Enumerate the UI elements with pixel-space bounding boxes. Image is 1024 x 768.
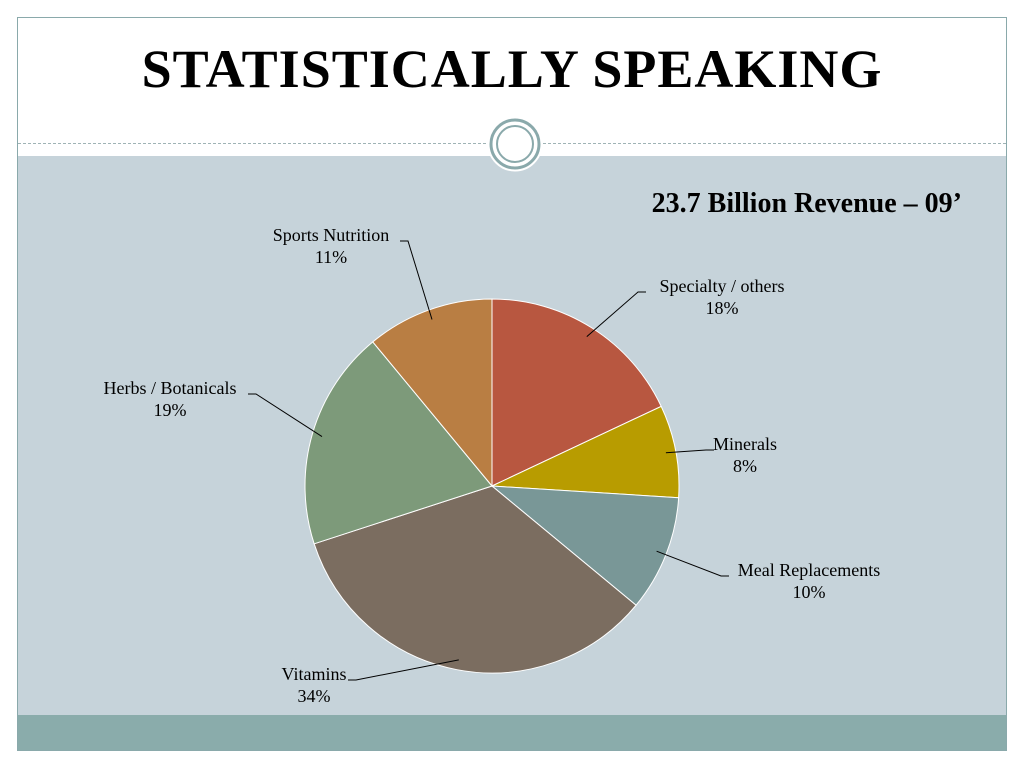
slice-name-label: Minerals — [713, 434, 777, 454]
slice-value-label: 19% — [154, 400, 187, 420]
circle-ornament-icon — [487, 116, 543, 172]
leader-lines — [248, 240, 729, 681]
slide-title: STATISTICALLY SPEAKING — [141, 39, 883, 99]
slice-name-label: Sports Nutrition — [273, 225, 390, 245]
slice-name-label: Meal Replacements — [738, 560, 880, 580]
leader-line — [665, 449, 714, 454]
leader-line — [656, 550, 729, 577]
slice-value-label: 10% — [793, 582, 826, 602]
slice-value-label: 34% — [298, 686, 331, 706]
slice-value-label: 8% — [733, 456, 757, 476]
pie-slice-herbs-botanicals — [304, 341, 493, 545]
slice-value-label: 18% — [706, 298, 739, 318]
slice-name-label: Specialty / others — [660, 276, 785, 296]
leader-line — [248, 393, 323, 438]
leader-line — [348, 659, 459, 681]
slice-value-label: 11% — [315, 247, 347, 267]
slice-name-label: Vitamins — [282, 664, 347, 684]
pie-slice-specialty-others — [491, 298, 662, 487]
pie-slice-minerals — [491, 405, 680, 499]
leader-line — [586, 291, 646, 337]
pie-slice-vitamins — [313, 485, 637, 674]
chart-title: 23.7 Billion Revenue – 09’ — [652, 188, 962, 219]
slide: STATISTICALLY SPEAKING — [17, 17, 1007, 751]
footer-band — [18, 715, 1006, 750]
pie-slices — [304, 298, 680, 674]
slice-name-label: Herbs / Botanicals — [104, 378, 237, 398]
leader-line — [400, 240, 433, 320]
